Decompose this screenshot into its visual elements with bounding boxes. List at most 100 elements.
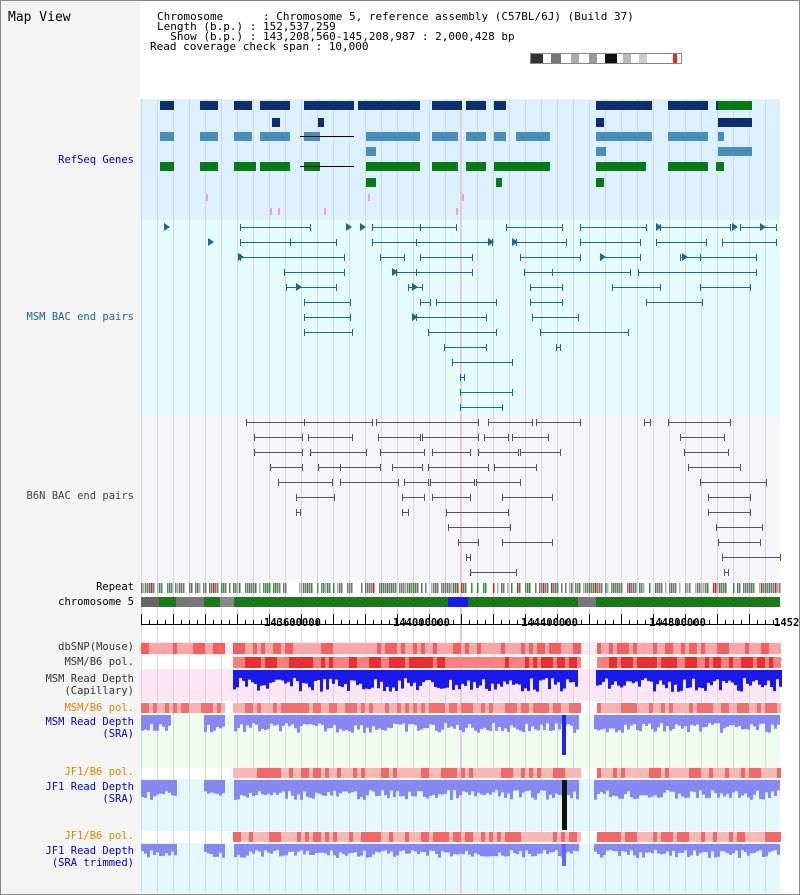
read-depth-bar [456, 780, 459, 799]
read-depth-bar [360, 780, 363, 798]
read-depth-bar [297, 844, 300, 852]
msm-b6-pol-label: MSM/B6 pol. [64, 656, 134, 668]
polymorphism-cell [629, 832, 633, 842]
read-depth-bar [456, 844, 459, 855]
read-depth-bar [299, 670, 302, 692]
polymorphism-cell [549, 832, 553, 842]
polymorphism-cell [633, 657, 637, 668]
read-depth-bar [234, 715, 237, 732]
read-depth-bar [671, 670, 674, 692]
refseq-gene [160, 162, 174, 171]
read-depth-bar [762, 844, 765, 858]
chromosome-ideogram[interactable] [530, 53, 682, 64]
polymorphism-cell [665, 768, 669, 778]
read-depth-bar [336, 844, 339, 858]
repeat-block [587, 583, 589, 593]
read-depth-bar [306, 715, 309, 725]
read-depth-bar [570, 780, 573, 799]
polymorphism-cell [249, 832, 253, 842]
polymorphism-cell [745, 703, 749, 713]
read-depth-bar [237, 715, 240, 729]
read-depth-bar [390, 715, 393, 729]
polymorphism-cell [665, 703, 669, 713]
polymorphism-cell [329, 768, 333, 778]
read-depth-bar [687, 844, 690, 858]
polymorphism-cell [605, 657, 609, 668]
read-depth-bar [290, 670, 293, 687]
read-depth-bar [465, 780, 468, 793]
repeat-block [391, 583, 393, 593]
repeat-block [685, 583, 687, 593]
read-depth-bar [483, 844, 486, 857]
polymorphism-cell [265, 768, 269, 778]
polymorphism-cell [525, 657, 529, 668]
read-depth-bar [657, 780, 660, 798]
read-depth-bar [414, 780, 417, 797]
polymorphism-cell [461, 643, 465, 654]
repeat-block [277, 583, 279, 593]
refseq-gene [466, 132, 486, 141]
polymorphism-cell [525, 768, 529, 778]
polymorphism-cell [149, 703, 153, 713]
repeat-block [519, 583, 521, 593]
read-depth-bar [287, 670, 290, 682]
read-depth-bar [483, 715, 486, 728]
polymorphism-cell [393, 703, 397, 713]
polymorphism-cell [621, 657, 625, 668]
polymorphism-cell [517, 643, 521, 654]
repeat-block [687, 583, 689, 593]
polymorphism-cell [281, 643, 285, 654]
polymorphism-cell [517, 832, 521, 842]
read-depth-bar [498, 844, 501, 853]
read-depth-bar [708, 715, 711, 724]
refseq-marker [206, 194, 208, 201]
read-depth-bar [326, 670, 329, 690]
repeat-block [171, 583, 173, 593]
read-depth-bar [411, 715, 414, 725]
polymorphism-cell [509, 657, 513, 668]
polymorphism-cell [533, 832, 537, 842]
repeat-block [143, 583, 145, 593]
read-depth-bar [351, 780, 354, 793]
read-depth-bar [563, 670, 566, 689]
read-depth-bar [330, 780, 333, 796]
polymorphism-cell [605, 832, 609, 842]
read-depth-bar [396, 844, 399, 856]
read-depth-bar [560, 670, 563, 692]
read-depth-bar [645, 780, 648, 796]
read-depth-bar [410, 670, 413, 687]
repeat-block [255, 583, 257, 593]
polymorphism-cell [545, 768, 549, 778]
read-depth-bar [288, 715, 291, 727]
polymorphism-cell [393, 643, 397, 654]
read-depth-bar [147, 715, 150, 731]
read-depth-bar [756, 780, 759, 791]
repeat-block [461, 583, 463, 593]
polymorphism-cell [725, 832, 729, 842]
read-depth-bar [665, 670, 668, 689]
repeat-block [657, 583, 659, 593]
polymorphism-cell [741, 768, 745, 778]
read-depth-bar [528, 844, 531, 854]
read-depth-bar [603, 715, 606, 729]
polymorphism-cell [393, 657, 397, 668]
read-depth-bar [482, 670, 485, 680]
polymorphism-cell [693, 657, 697, 668]
polymorphism-cell [705, 832, 709, 842]
read-depth-bar [150, 780, 153, 800]
read-depth-bar [261, 715, 264, 729]
repeat-block [431, 583, 433, 593]
refseq-gene [366, 162, 420, 171]
refseq-gene [466, 101, 486, 110]
polymorphism-cell [273, 832, 277, 842]
polymorphism-cell [445, 657, 449, 668]
polymorphism-cell [453, 832, 457, 842]
ruler-tick-label: 144400000 [521, 617, 578, 629]
polymorphism-cell [497, 643, 501, 654]
polymorphism-cell [541, 703, 545, 713]
read-depth-bar [335, 670, 338, 680]
polymorphism-cell [473, 643, 477, 654]
polymorphism-cell [757, 643, 761, 654]
read-depth-bar [258, 780, 261, 792]
